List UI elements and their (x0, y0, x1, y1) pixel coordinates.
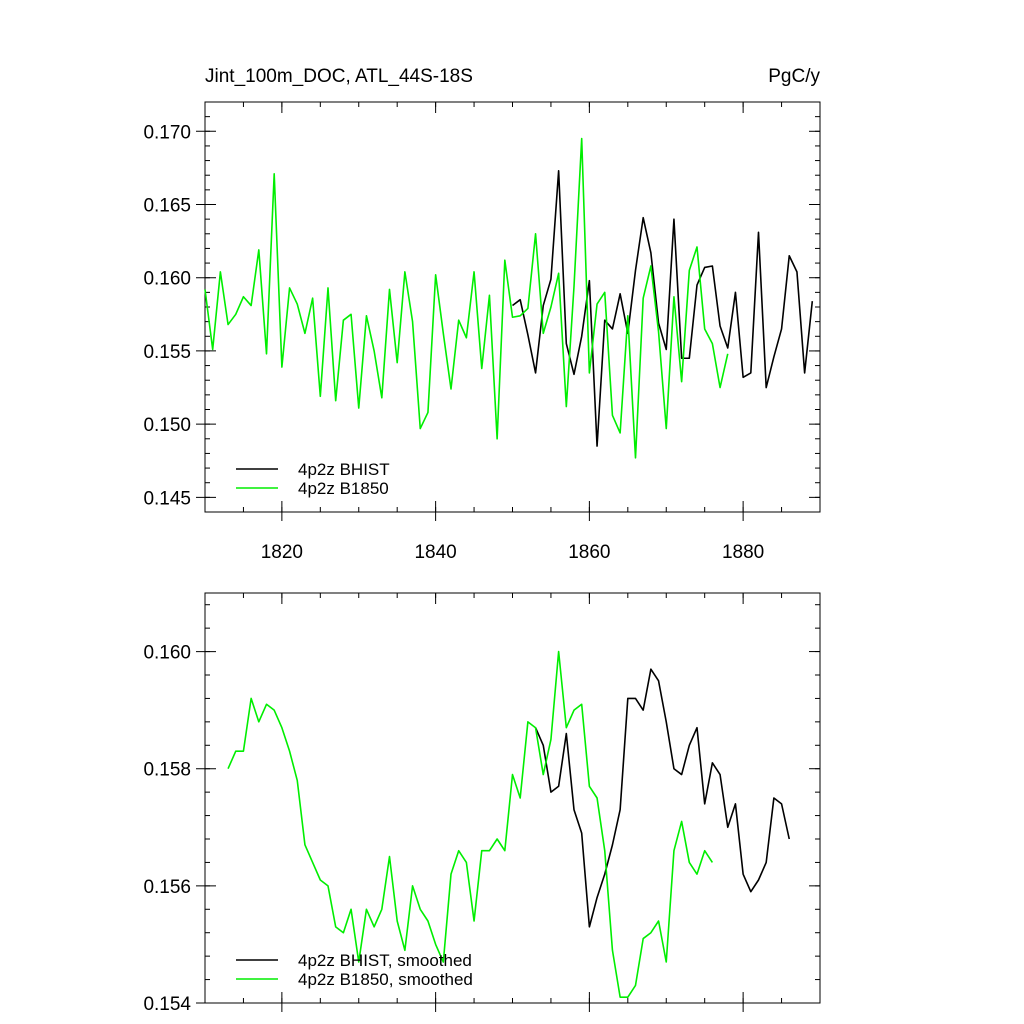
bottom-chart-y-tick-label: 0.158 (143, 760, 191, 781)
top-chart-title: Jint_100m_DOC, ATL_44S-18S (205, 66, 473, 87)
top-chart-legend-label-2: 4p2z B1850 (298, 479, 389, 498)
top-chart-units: PgC/y (768, 66, 820, 87)
top-chart-y-tick-label: 0.165 (143, 196, 191, 217)
top-chart-series (204, 137, 814, 459)
top-chart-x-tick-label: 1860 (568, 542, 610, 563)
bottom-chart-y-tick-label: 0.160 (143, 643, 191, 664)
top-chart-x-tick-label: 1880 (722, 542, 764, 563)
bottom-chart-y-tick-label: 0.154 (143, 994, 191, 1015)
bottom-chart-legend-label-2: 4p2z B1850, smoothed (298, 970, 473, 989)
bottom-chart-legend-label-1: 4p2z BHIST, smoothed (298, 951, 472, 970)
top-chart-x-tick-label: 1820 (261, 542, 303, 563)
top-chart-y-tick-label: 0.160 (143, 269, 191, 290)
bottom-chart-series-line-2 (227, 650, 714, 998)
top-chart-y-tick-label: 0.155 (143, 342, 191, 363)
top-chart-axes: 1820 1840 1860 1880 0.145 0.150 0.155 0.160 0.16… (143, 101, 821, 563)
bottom-chart-series (227, 650, 791, 998)
top-chart-legend-label-1: 4p2z BHIST (298, 460, 390, 479)
bottom-chart-panel: 0.154 0.156 0.158 0.160 4p2z BHIST, smoothe… (143, 592, 821, 1015)
top-chart-series-line-1 (512, 170, 814, 447)
top-chart-y-tick-label: 0.150 (143, 415, 191, 436)
top-chart-y-tick-label: 0.170 (143, 122, 191, 143)
bottom-chart-series-line-1 (534, 668, 791, 928)
top-chart-y-tick-label: 0.145 (143, 488, 191, 509)
bottom-chart-y-tick-label: 0.156 (143, 877, 191, 898)
top-chart-series-line-2 (204, 137, 729, 459)
top-chart-x-tick-label: 1840 (414, 542, 456, 563)
top-chart-panel: Jint_100m_DOC, ATL_44S-18S PgC/y 1820 184… (143, 66, 821, 563)
bottom-chart-axes: 0.154 0.156 0.158 0.160 (143, 592, 821, 1015)
